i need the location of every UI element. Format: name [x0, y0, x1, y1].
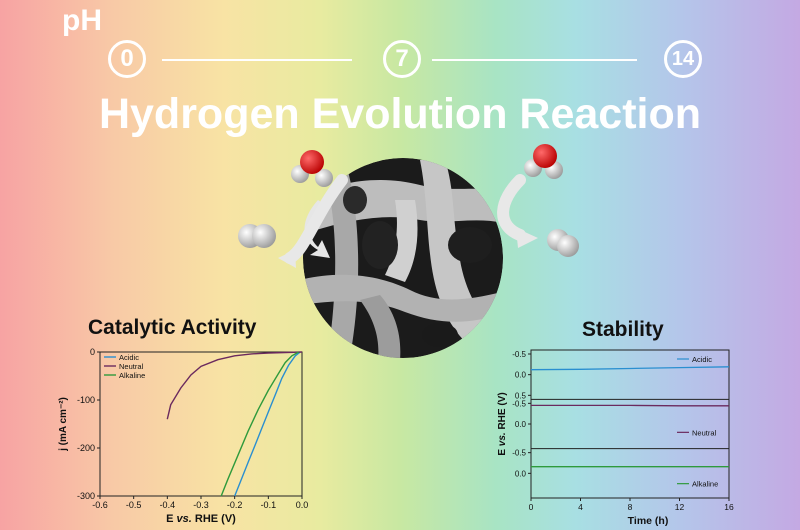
x-tick-label: 0.0 [296, 500, 309, 510]
ph-marker-7: 7 [383, 40, 421, 78]
series-line-neutral [166, 351, 303, 420]
x-tick-label: -0.5 [126, 500, 142, 510]
ph-scale-line-left [162, 59, 352, 61]
x-axis-label: E vs. RHE (V) [166, 513, 236, 525]
x-tick-label: -0.2 [227, 500, 243, 510]
plot-frame [530, 349, 730, 499]
y-tick-label: -200 [77, 443, 95, 453]
legend-label-acidic: Acidic [119, 353, 139, 362]
hydrogen-molecule-left [238, 224, 276, 248]
hydrogen-molecule-right [547, 229, 579, 257]
series-line-alkaline [220, 351, 299, 497]
y-axis-label: E vs. RHE (V) [497, 392, 508, 455]
legend-label-neutral: Neutral [119, 362, 144, 371]
legend-label-alkaline: Alkaline [119, 371, 145, 380]
ph-marker-14: 14 [664, 40, 702, 78]
ph-scale-line-right [432, 59, 637, 61]
y-tick-label: -0.5 [512, 350, 526, 359]
y-tick-label: -0.5 [512, 399, 526, 408]
stability-heading: Stability [582, 318, 664, 341]
stability-chart: -0.5 0.0 0.5 Acidic -0.5 0.0 Neutral -0.5 0.0 Alk… [497, 349, 734, 527]
water-molecule-right [524, 144, 563, 179]
y-tick-label: 0.0 [515, 469, 527, 478]
water-molecule-left [291, 150, 333, 187]
x-tick-label: 16 [724, 502, 734, 512]
main-title: Hydrogen Evolution Reaction [98, 90, 702, 138]
x-tick-label: -0.1 [261, 500, 277, 510]
legend-label-acidic: Acidic [692, 355, 712, 364]
x-tick-label: 12 [675, 502, 685, 512]
legend-label-neutral: Neutral [692, 428, 717, 437]
curved-arrow-left [304, 200, 330, 258]
porous-foam-micrograph [303, 158, 503, 358]
x-tick-label: -0.4 [160, 500, 176, 510]
y-axis-label: j (mA cm⁻²) [58, 397, 69, 452]
series-line-acidic [530, 366, 730, 371]
x-axis-label: Time (h) [628, 515, 669, 527]
y-tick-label: -100 [77, 395, 95, 405]
x-tick-label: 8 [628, 502, 633, 512]
y-tick-label: 0.5 [515, 391, 527, 400]
y-tick-label: 0.0 [515, 371, 527, 380]
catalytic-activity-chart: -0.6 -0.5 -0.4 -0.3 -0.2 -0.1 0.0 0 -100 -200 -300… [58, 347, 309, 525]
y-tick-label: 0.0 [515, 420, 527, 429]
x-tick-label: -0.6 [92, 500, 108, 510]
y-tick-label: -300 [77, 491, 95, 501]
y-tick-label: 0 [90, 347, 95, 357]
ph-marker-0: 0 [108, 40, 146, 78]
catalytic-activity-heading: Catalytic Activity [88, 316, 257, 339]
x-tick-label: 0 [529, 502, 534, 512]
x-tick-label: -0.3 [193, 500, 209, 510]
x-tick-label: 4 [578, 502, 583, 512]
series-line-acidic [234, 351, 301, 497]
y-tick-label: -0.5 [512, 449, 526, 458]
ph-label: pH [62, 4, 102, 37]
legend-label-alkaline: Alkaline [692, 480, 718, 489]
